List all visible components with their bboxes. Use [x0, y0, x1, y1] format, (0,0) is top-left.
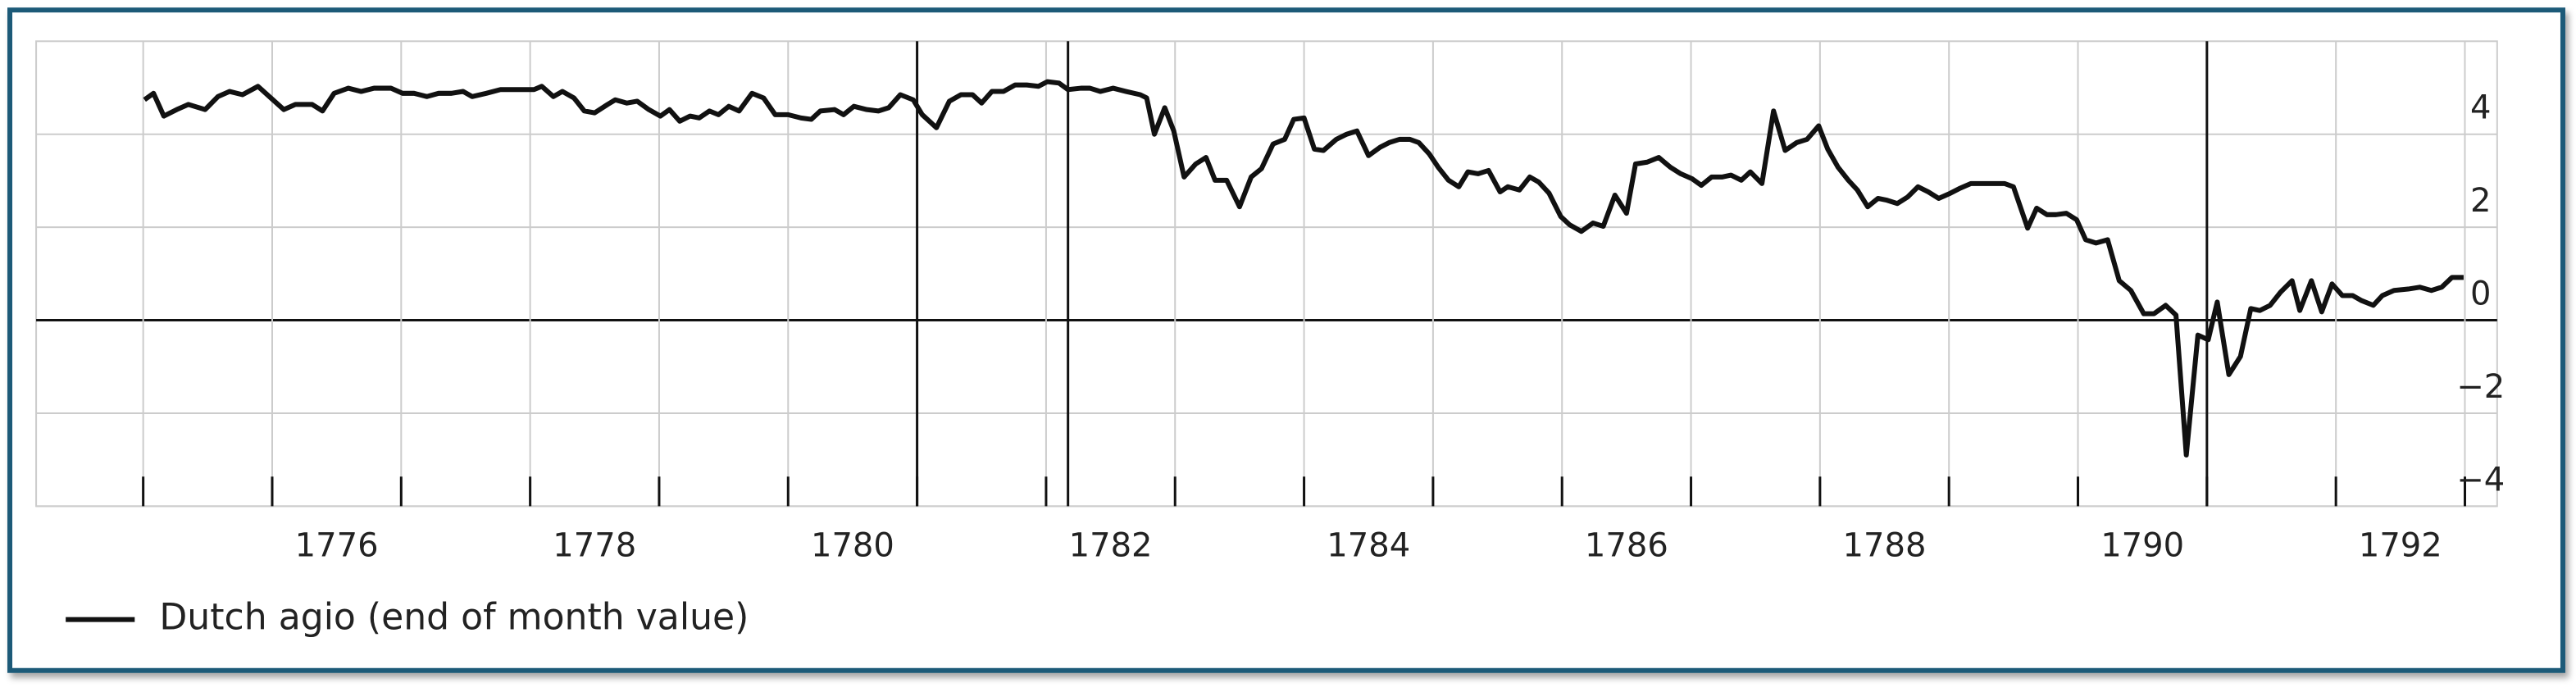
- y-tick-label: −2: [2456, 368, 2505, 406]
- x-tick-label: 1786: [1585, 526, 1668, 564]
- x-tick-label: 1790: [2100, 526, 2184, 564]
- y-tick-label: 2: [2470, 182, 2492, 220]
- x-tick-label: 1788: [1843, 526, 1927, 564]
- y-tick-label: 0: [2470, 275, 2492, 312]
- x-tick-label: 1782: [1069, 526, 1153, 564]
- x-tick-label: 1792: [2359, 526, 2442, 564]
- y-tick-label: −4: [2456, 461, 2505, 499]
- legend-label: Dutch agio (end of month value): [159, 597, 749, 639]
- x-tick-label: 1776: [295, 526, 379, 564]
- x-tick-label: 1778: [553, 526, 636, 564]
- y-tick-label: 4: [2470, 89, 2492, 127]
- plot-area: [35, 40, 2498, 508]
- data-line: [143, 79, 2464, 458]
- x-tick-label: 1780: [811, 526, 894, 564]
- x-tick-label: 1784: [1327, 526, 1410, 564]
